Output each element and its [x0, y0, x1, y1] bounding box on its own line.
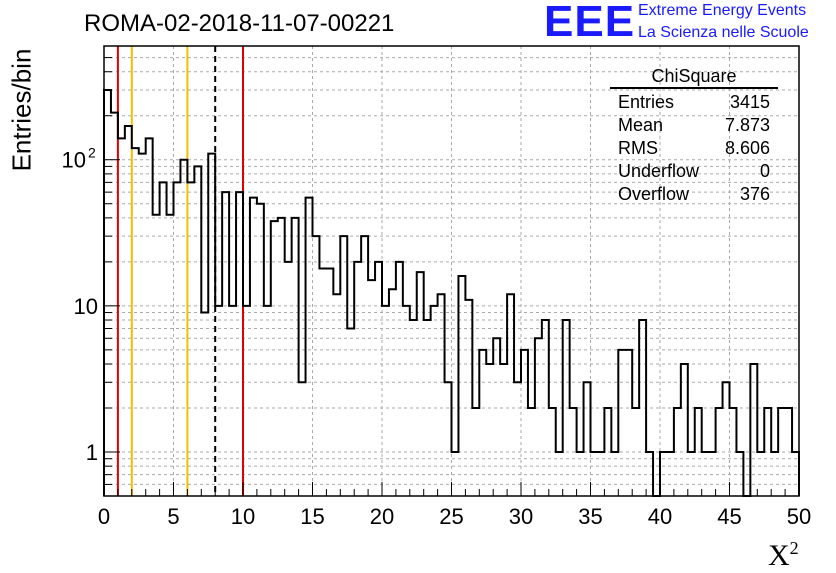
- x-tick-label: 0: [98, 504, 110, 529]
- x-axis-label-base: X: [768, 539, 790, 572]
- y-axis-label: Entries/bin: [6, 48, 37, 172]
- y-tick-label: 1: [86, 440, 98, 465]
- stats-row-overflow: Overflow 376: [610, 183, 778, 206]
- stats-title: ChiSquare: [610, 66, 778, 89]
- x-tick-label: 40: [648, 504, 672, 529]
- stats-label: Underflow: [618, 161, 700, 181]
- x-axis-label: X2: [768, 538, 799, 573]
- x-tick-label: 45: [717, 504, 741, 529]
- stats-value: 376: [739, 184, 770, 204]
- x-tick-label: 50: [787, 504, 811, 529]
- y-tick-label: 10: [62, 148, 86, 173]
- histogram-title: ROMA-02-2018-11-07-00221: [84, 10, 395, 37]
- stats-label: RMS: [618, 138, 658, 158]
- stats-value: 7.873: [724, 115, 770, 135]
- reference-lines: [116, 46, 244, 496]
- stats-row-underflow: Underflow 0: [610, 160, 778, 183]
- x-tick-label: 15: [300, 504, 324, 529]
- eee-logo: EEE: [544, 0, 636, 46]
- stats-value: 8.606: [724, 138, 770, 158]
- x-tick-label: 10: [231, 504, 255, 529]
- stats-value: 0: [759, 161, 770, 181]
- stats-row-mean: Mean 7.873: [610, 114, 778, 137]
- stats-box: ChiSquare Entries 3415 Mean 7.873 RMS 8.606…: [610, 66, 778, 206]
- y-tick-label-exponent: 2: [88, 145, 96, 161]
- x-axis-label-sup: 2: [789, 538, 799, 558]
- stats-label: Overflow: [618, 184, 690, 204]
- x-tick-labels: 0 5 10 15 20 25 30 35 40 45 50: [98, 504, 811, 529]
- stats-label: Mean: [618, 115, 664, 135]
- histogram-series: [103, 88, 800, 497]
- logo-line-1: Extreme Energy Events: [638, 2, 807, 19]
- x-tick-label: 25: [439, 504, 463, 529]
- stats-label: Entries: [618, 92, 675, 112]
- logo-line-2: La Scienza nelle Scuole: [638, 24, 809, 41]
- x-tick-label: 30: [509, 504, 533, 529]
- x-tick-label: 20: [370, 504, 394, 529]
- stats-row-entries: Entries 3415: [610, 91, 778, 114]
- y-tick-label: 10: [74, 294, 98, 319]
- stats-row-rms: RMS 8.606: [610, 137, 778, 160]
- x-tick-label: 5: [167, 504, 179, 529]
- stats-value: 3415: [729, 92, 770, 112]
- axis-ticks: [103, 45, 800, 497]
- x-tick-label: 35: [578, 504, 602, 529]
